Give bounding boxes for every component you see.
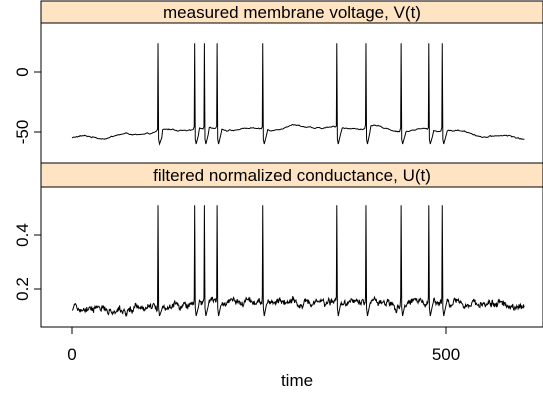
trace-conductance [71, 205, 525, 318]
x-tick-label: 500 [432, 345, 460, 364]
plot-frame-voltage [40, 22, 543, 164]
strip-title-voltage: measured membrane voltage, V(t) [163, 3, 421, 22]
trace-voltage [71, 43, 525, 146]
series-line [71, 43, 525, 146]
x-tick-label: 0 [67, 345, 76, 364]
y-tick-label: 0 [13, 67, 32, 76]
x-axis: 0 500 [67, 326, 460, 364]
strip-title-conductance: filtered normalized conductance, U(t) [153, 166, 431, 185]
y-tick-label: -50 [13, 120, 32, 145]
x-axis-label: time [281, 371, 313, 390]
y-tick-label: 0.4 [13, 223, 32, 247]
panel-voltage: measured membrane voltage, V(t) 0 -50 [13, 0, 543, 164]
panel-conductance: filtered normalized conductance, U(t) 0.… [13, 162, 543, 328]
series-line [71, 205, 525, 318]
plot-frame-conductance [40, 186, 543, 328]
y-axis-voltage: 0 -50 [13, 67, 41, 144]
y-axis-conductance: 0.2 0.4 [13, 223, 41, 301]
y-tick-label: 0.2 [13, 277, 32, 301]
